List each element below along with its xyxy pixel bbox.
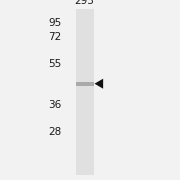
Text: 36: 36 (48, 100, 61, 110)
Polygon shape (94, 79, 103, 89)
Text: 28: 28 (48, 127, 61, 137)
Bar (76, 82, 94, 86)
Text: 293: 293 (75, 0, 95, 6)
Bar (76, 9, 94, 175)
Text: 95: 95 (48, 17, 61, 28)
Text: 72: 72 (48, 32, 61, 42)
Text: 55: 55 (48, 59, 61, 69)
